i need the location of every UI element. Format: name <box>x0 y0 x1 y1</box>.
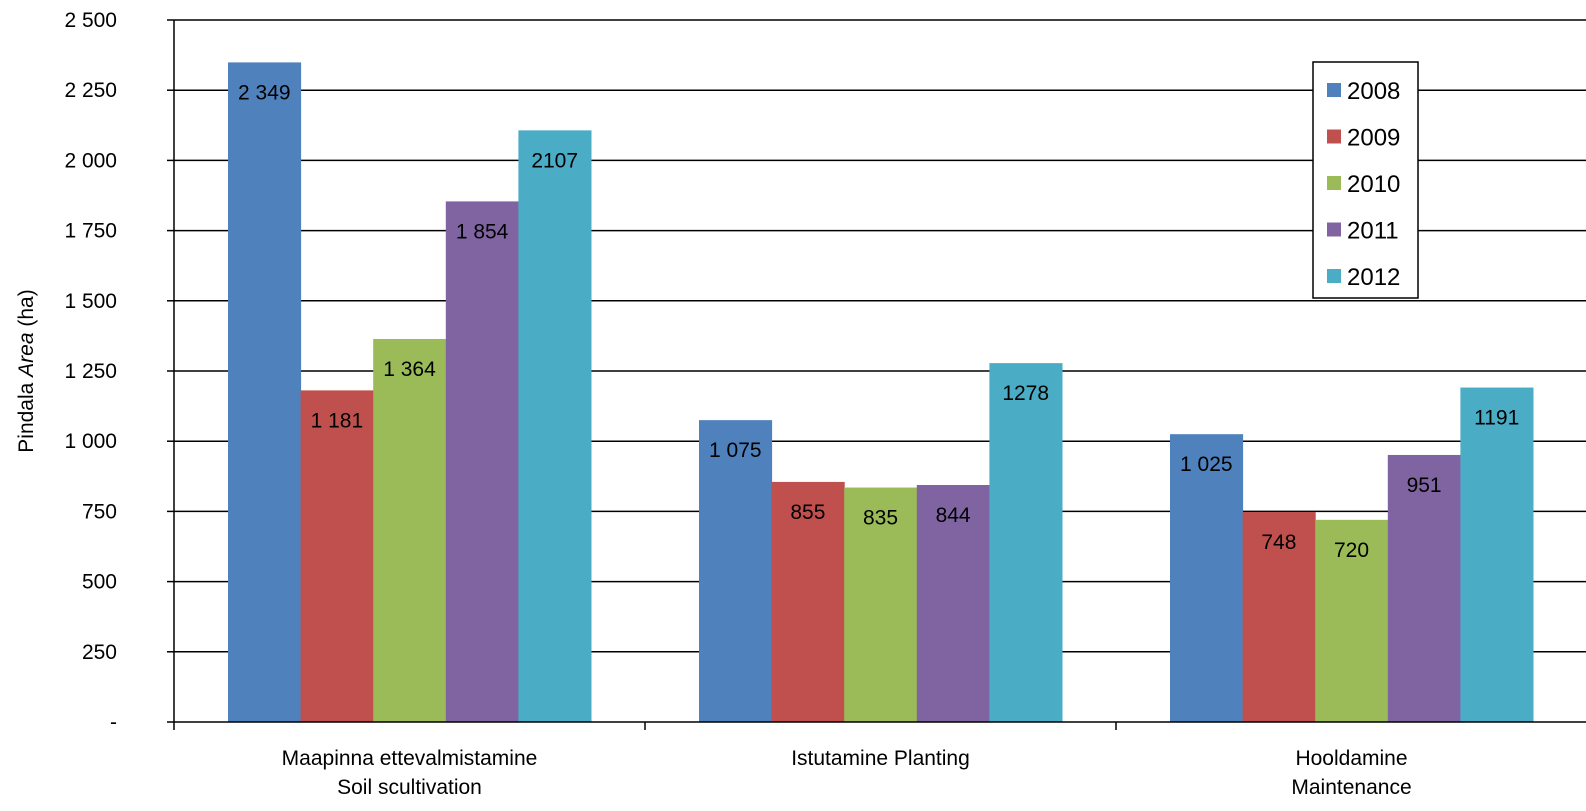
legend: 2008 2009 2010 2011 2012 <box>1312 61 1419 299</box>
bar-2012-1 <box>518 130 592 723</box>
bar-2009-2 <box>771 481 845 722</box>
y-axis-title: Pindala Area (ha) <box>15 289 38 452</box>
legend-label-2009: 2009 <box>1347 125 1400 152</box>
legend-swatch-2011 <box>1327 222 1341 237</box>
legend-swatch-2012 <box>1327 269 1341 283</box>
legend-swatch-2010 <box>1327 176 1341 190</box>
legend-swatch-2009 <box>1327 129 1341 144</box>
bars <box>228 62 1534 723</box>
data-label: 1278 <box>1002 382 1049 405</box>
y-tick-labels: - 250 500 750 1 000 1 250 1 500 1 750 2 000 2 250… <box>64 9 117 734</box>
y-tick-label: 2 250 <box>64 79 117 102</box>
data-label: 1 025 <box>1180 453 1233 476</box>
category-label: Istutamine Planting <box>791 747 970 770</box>
bar-2009-3 <box>1242 511 1316 722</box>
axes <box>167 19 1586 730</box>
y-tick-label: 750 <box>82 500 117 523</box>
data-label: 1 075 <box>709 439 762 462</box>
bar-2011-2 <box>916 485 990 722</box>
bar-2011-1 <box>445 201 519 723</box>
legend-label-2010: 2010 <box>1347 171 1400 198</box>
y-tick-label: 250 <box>82 641 117 664</box>
y-tick-label: 1 250 <box>64 360 117 383</box>
bar-2008-2 <box>699 420 773 722</box>
data-label: 1 364 <box>383 358 436 381</box>
bar-2012-3 <box>1460 387 1534 722</box>
category-labels: Maapinna ettevalmistamine Soil scultivati… <box>282 747 1412 799</box>
bar-2008-3 <box>1170 434 1244 722</box>
y-tick-label: - <box>110 711 117 734</box>
bar-2009-1 <box>300 390 374 722</box>
category-label: Soil scultivation <box>337 776 482 799</box>
legend-label-2012: 2012 <box>1347 264 1400 291</box>
bar-2010-1 <box>373 338 447 722</box>
bar-2011-3 <box>1387 454 1461 722</box>
data-label: 748 <box>1261 531 1296 554</box>
data-label: 1 854 <box>456 220 509 243</box>
legend-label-2011: 2011 <box>1347 218 1399 245</box>
data-label: 844 <box>936 504 971 527</box>
legend-swatch-2008 <box>1327 83 1341 97</box>
legend-label-2008: 2008 <box>1347 78 1400 105</box>
y-tick-label: 1 000 <box>64 430 117 453</box>
data-label: 2 349 <box>238 81 291 104</box>
y-tick-label: 1 750 <box>64 220 117 243</box>
data-label: 720 <box>1334 539 1369 562</box>
bar-2012-2 <box>989 363 1063 722</box>
y-tick-label: 2 000 <box>64 149 117 172</box>
category-label: Maintenance <box>1291 776 1411 799</box>
bar-2010-3 <box>1315 519 1389 722</box>
y-tick-label: 1 500 <box>64 290 117 313</box>
data-label: 2107 <box>531 149 578 172</box>
category-label: Hooldamine <box>1295 747 1407 770</box>
data-label: 1 181 <box>311 409 364 432</box>
data-labels: 2 349 1 181 1 364 1 854 2107 1 075 855 835 844 12… <box>238 81 1519 561</box>
bar-2010-2 <box>844 487 918 722</box>
data-label: 835 <box>863 507 898 530</box>
y-tick-label: 2 500 <box>64 9 117 32</box>
bar-2008-1 <box>228 62 302 722</box>
data-label: 951 <box>1407 474 1442 497</box>
y-tick-label: 500 <box>82 571 117 594</box>
category-label: Maapinna ettevalmistamine <box>282 747 538 770</box>
data-label: 1191 <box>1474 407 1519 430</box>
data-label: 855 <box>790 501 825 524</box>
